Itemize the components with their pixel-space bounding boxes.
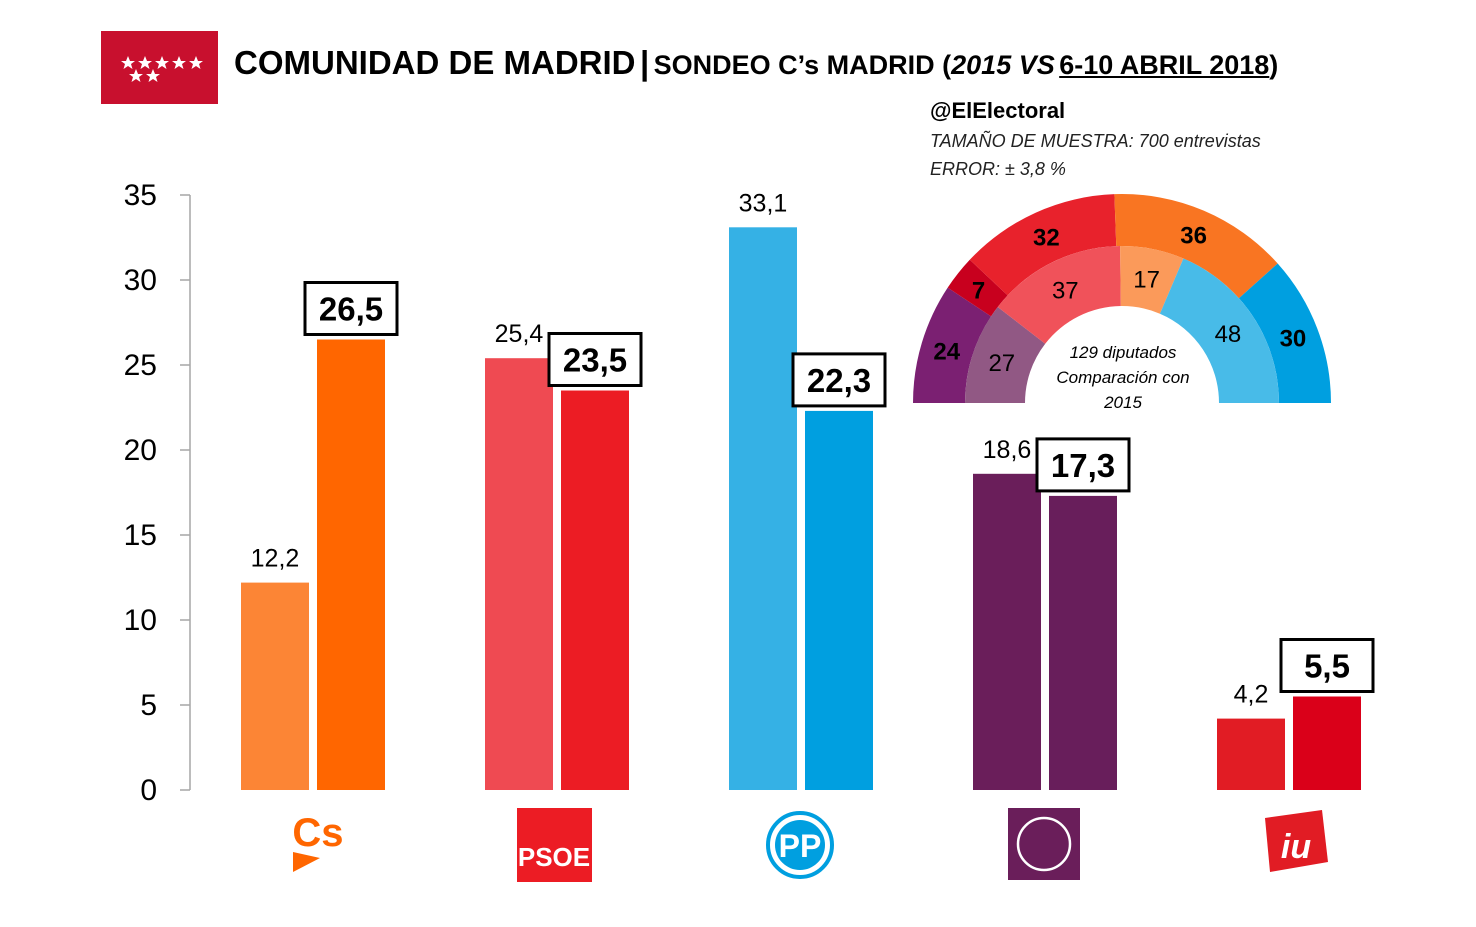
author-handle: @ElElectoral xyxy=(930,98,1066,123)
bar-2018-podemos xyxy=(1049,495,1117,790)
bar-2015-pp xyxy=(729,227,797,791)
podemos-circle-icon xyxy=(1016,816,1072,872)
data-label-2015: 12,2 xyxy=(251,545,300,573)
iu-logo-box xyxy=(1265,810,1328,872)
bar-2015-iu xyxy=(1217,718,1285,790)
y-tick-label: 20 xyxy=(124,434,157,467)
outer-ring-seat-label: 7 xyxy=(972,277,985,304)
outer-ring-seat-label: 30 xyxy=(1280,326,1307,353)
inner-ring-seg-1 xyxy=(997,246,1121,344)
data-label-2015: 25,4 xyxy=(495,320,544,348)
outer-ring-seg-1 xyxy=(947,259,1008,317)
iu-logo: iu xyxy=(1265,810,1328,872)
title-separator: | xyxy=(639,44,650,81)
y-axis: 0 5 10 15 20 25 30 35 xyxy=(124,179,191,807)
bar-2018-pp xyxy=(805,410,873,790)
outer-ring-seg-4 xyxy=(1238,263,1331,403)
bar-2015-psoe xyxy=(485,358,553,790)
outer-ring-seat-label: 36 xyxy=(1180,223,1207,250)
outer-ring-seg-0 xyxy=(913,287,992,403)
bar-2015-cs xyxy=(241,582,309,790)
inner-ring-seat-label: 27 xyxy=(988,350,1015,377)
hemicycle-seats-total: 129 diputados xyxy=(1070,343,1177,362)
hemicycle-center-text: 129 diputados Comparación con 2015 xyxy=(1056,343,1189,412)
iu-logo-text: iu xyxy=(1281,828,1311,866)
data-label-2018-box xyxy=(1035,437,1131,493)
bar-2015-podemos xyxy=(973,473,1041,790)
data-label-2018: 23,5 xyxy=(563,342,627,379)
hemicycle-comparison-note: Comparación con xyxy=(1056,368,1189,387)
bar-2018-iu xyxy=(1293,696,1361,790)
data-label-2018-box xyxy=(303,281,399,336)
seat-hemicycle: 24 7 32 36 30 27 37 17 48 xyxy=(913,194,1331,403)
outer-ring-seat-label: 24 xyxy=(933,338,960,365)
pp-logo: PP xyxy=(766,811,834,879)
pp-logo-text: PP xyxy=(779,828,822,864)
psoe-logo-box xyxy=(517,808,592,882)
y-tick-label: 10 xyxy=(124,604,157,637)
data-label-2015: 4,2 xyxy=(1234,681,1269,709)
error-margin-note: ERROR: ± 3,8 % xyxy=(930,159,1066,179)
seven-stars-icon xyxy=(121,56,203,82)
data-label-2018: 17,3 xyxy=(1051,447,1115,484)
y-tick-label: 30 xyxy=(124,264,157,297)
y-tick-label: 0 xyxy=(140,774,157,807)
inner-ring-seg-0 xyxy=(965,307,1046,403)
inner-ring-seat-label: 37 xyxy=(1052,277,1079,304)
outer-ring-seat-label: 32 xyxy=(1033,224,1060,251)
party-logos: Cs PSOE PP iu xyxy=(292,808,1328,882)
data-label-2018-box xyxy=(791,352,887,408)
data-label-2015: 18,6 xyxy=(983,436,1032,464)
title-sub-prefix: SONDEO C’s MADRID ( xyxy=(653,50,952,80)
bar-2018-psoe xyxy=(561,390,629,790)
cs-logo-text: Cs xyxy=(292,811,343,855)
inner-ring-seat-label: 48 xyxy=(1215,321,1242,348)
bar-2018-cs xyxy=(317,339,385,790)
y-tick-label: 25 xyxy=(124,349,157,382)
inner-ring-seg-2 xyxy=(1120,246,1184,314)
podemos-logo xyxy=(1008,808,1080,880)
title-sub-dates: 6-10 ABRIL 2018 xyxy=(1059,50,1270,80)
bars: 12,2 26,5 25,4 23,5 33,1 22,3 18,6 17,3 4,2 5,5 xyxy=(241,189,1375,791)
data-label-2018: 22,3 xyxy=(807,362,871,399)
inner-ring-seat-label: 17 xyxy=(1133,266,1160,293)
y-tick-label: 5 xyxy=(140,689,157,722)
psoe-logo: PSOE xyxy=(517,808,592,882)
hemicycle-comparison-year: 2015 xyxy=(1103,393,1142,412)
outer-ring-seg-2 xyxy=(969,194,1117,296)
y-tick-label: 15 xyxy=(124,519,157,552)
sample-size-note: TAMAÑO DE MUESTRA: 700 entrevistas xyxy=(930,131,1261,151)
data-label-2018: 26,5 xyxy=(319,291,383,328)
outer-ring-seg-3 xyxy=(1114,194,1278,299)
data-label-2018-box xyxy=(1279,638,1375,693)
y-tick-label: 35 xyxy=(124,179,157,212)
psoe-logo-text: PSOE xyxy=(518,842,590,872)
pp-logo-disc xyxy=(775,820,825,870)
madrid-flag-logo xyxy=(101,31,218,104)
data-label-2018: 5,5 xyxy=(1304,648,1350,685)
title-sub-year: 2015 VS xyxy=(951,50,1055,80)
cs-logo: Cs xyxy=(292,811,344,872)
page-title: COMUNIDAD DE MADRID | SONDEO C’s MADRID … xyxy=(234,44,1278,82)
title-main: COMUNIDAD DE MADRID xyxy=(234,44,636,81)
data-label-2018-box xyxy=(547,332,643,387)
podemos-logo-box xyxy=(1008,808,1080,880)
cs-chevron-icon xyxy=(293,852,320,872)
data-label-2015: 33,1 xyxy=(739,189,788,217)
inner-ring-seg-3 xyxy=(1159,258,1279,403)
title-sub-suffix: ) xyxy=(1269,50,1279,80)
